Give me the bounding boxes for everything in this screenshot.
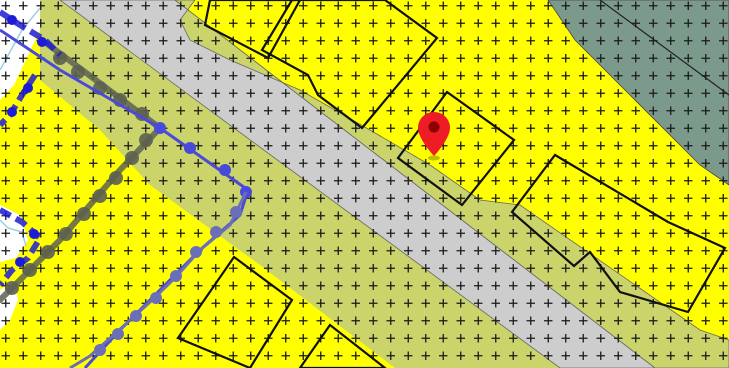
route-stop[interactable] xyxy=(190,246,202,258)
route-stop[interactable] xyxy=(150,292,162,304)
transit-route-dark[interactable] xyxy=(0,37,165,303)
building-footprint[interactable] xyxy=(298,323,387,368)
route-stop[interactable] xyxy=(37,37,47,47)
route-stop[interactable] xyxy=(41,245,55,259)
route-stop[interactable] xyxy=(210,226,222,238)
route-stop[interactable] xyxy=(15,257,25,267)
route-stop[interactable] xyxy=(23,83,33,93)
route-stop[interactable] xyxy=(59,227,73,241)
route-stop[interactable] xyxy=(219,164,231,176)
building-footprint[interactable] xyxy=(510,153,727,314)
route-stop[interactable] xyxy=(109,171,123,185)
route-stop[interactable] xyxy=(71,65,85,79)
transit-route-steel[interactable] xyxy=(69,191,248,368)
route-stop[interactable] xyxy=(112,328,124,340)
building-footprint[interactable] xyxy=(203,0,302,60)
route-stop[interactable] xyxy=(77,207,91,221)
route-stop[interactable] xyxy=(139,133,153,147)
route-stop[interactable] xyxy=(230,206,242,218)
transit-route-bold-blue[interactable] xyxy=(0,9,63,287)
route-stop[interactable] xyxy=(53,51,67,65)
route-stop[interactable] xyxy=(94,344,106,356)
route-stop[interactable] xyxy=(29,229,39,239)
building-footprint[interactable] xyxy=(396,90,516,207)
building-footprint[interactable] xyxy=(176,255,294,368)
route-stop[interactable] xyxy=(184,142,196,154)
route-stop[interactable] xyxy=(7,15,17,25)
marker-center-dot xyxy=(428,121,440,133)
route-stop[interactable] xyxy=(135,107,149,121)
route-stop[interactable] xyxy=(5,281,19,295)
route-stop[interactable] xyxy=(154,122,166,134)
marker-shadow xyxy=(428,155,440,161)
route-stop[interactable] xyxy=(7,107,17,117)
route-stop[interactable] xyxy=(23,263,37,277)
route-stop[interactable] xyxy=(125,151,139,165)
map-pin-icon[interactable] xyxy=(416,110,452,164)
marker-body xyxy=(418,112,450,156)
route-stop[interactable] xyxy=(93,189,107,203)
route-stop[interactable] xyxy=(130,310,142,322)
building-footprint[interactable] xyxy=(260,0,439,130)
route-stop[interactable] xyxy=(170,270,182,282)
